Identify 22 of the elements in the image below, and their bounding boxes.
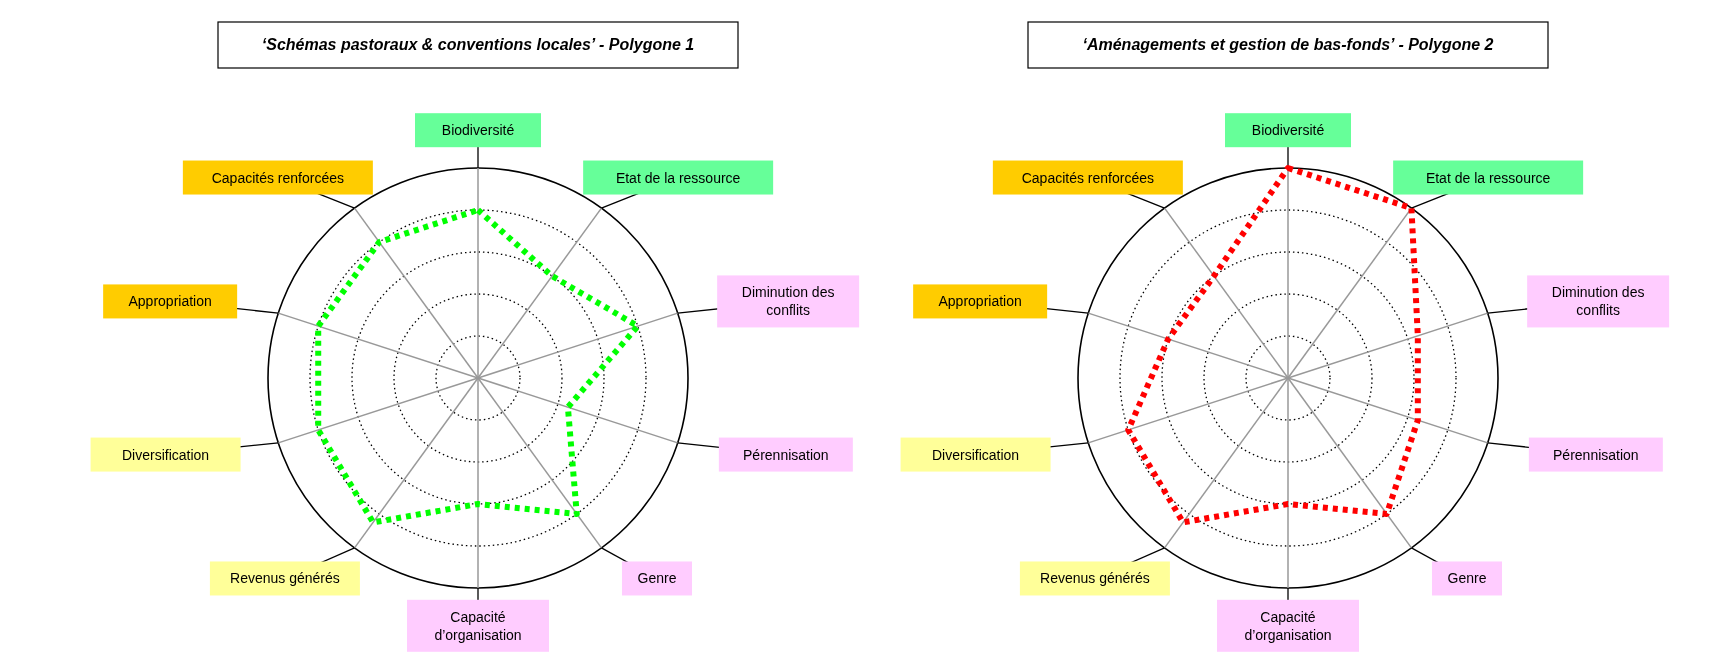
spoke-label: Pérennisation: [1553, 446, 1639, 463]
spoke-label: Biodiversité: [1251, 122, 1325, 139]
chart-title: ‘Schémas pastoraux & conventions locales’ - Polygone 1: [261, 36, 695, 53]
spoke-label: Revenus générés: [230, 570, 340, 587]
chart-title: ‘Aménagements et gestion de bas-fonds’ - Polygone 2: [1082, 36, 1494, 53]
spoke-label: Diversification: [932, 446, 1020, 463]
spoke-label: Appropriation: [938, 293, 1022, 310]
spoke-label: Capacité d’organisation: [1244, 608, 1332, 643]
spoke-label: Etat de la ressource: [615, 169, 741, 186]
spoke-label: Genre: [637, 570, 677, 587]
spoke-label: Appropriation: [128, 293, 212, 310]
spoke-label: Etat de la ressource: [1425, 169, 1551, 186]
spoke-label: Diminution des conflits: [741, 284, 835, 319]
spoke-label: Biodiversité: [441, 122, 515, 139]
spoke-label: Genre: [1447, 570, 1487, 587]
spoke-label: Diminution des conflits: [1551, 284, 1645, 319]
spoke-label: Pérennisation: [743, 446, 829, 463]
spoke-label: Capacités renforcées: [211, 169, 345, 186]
spoke-label: Capacité d’organisation: [434, 608, 522, 643]
spoke-label: Capacités renforcées: [1021, 169, 1155, 186]
spoke-label: Revenus générés: [1040, 570, 1150, 587]
spoke-label: Diversification: [122, 446, 210, 463]
